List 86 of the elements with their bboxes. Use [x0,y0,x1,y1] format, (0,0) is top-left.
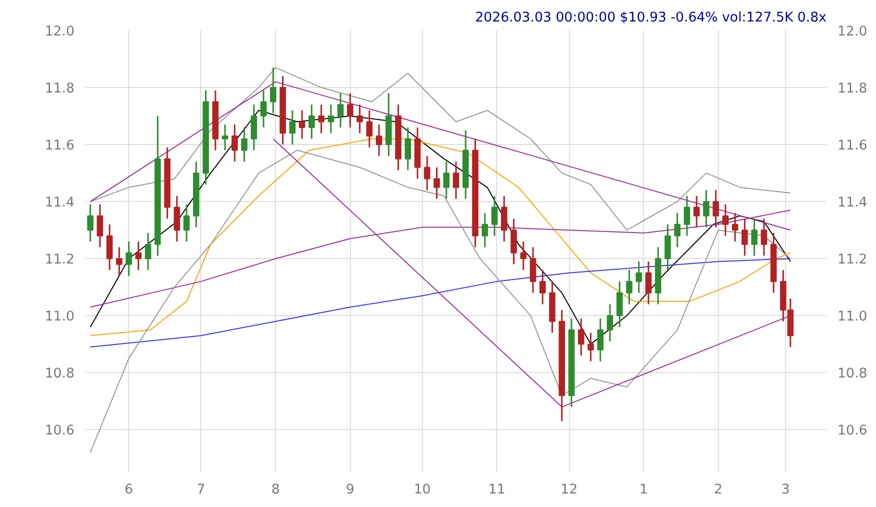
candlestick [241,126,248,162]
candlestick [760,218,768,257]
candlestick [222,124,228,152]
candlestick [732,212,738,242]
y-tick-label: 10.8 [44,366,75,382]
candlestick [703,189,710,228]
candlestick [106,224,113,271]
candlestick [328,104,334,134]
candlestick [298,110,306,140]
y-tick-label: 11.8 [44,82,75,97]
candlestick [606,304,614,342]
candlestick [722,204,729,237]
y2-tick-label: 10.6 [838,424,868,439]
y2-tick-label: 11.4 [838,196,868,211]
y-tick-label: 12.0 [44,24,75,40]
candlestick [645,260,652,306]
x-tick-label: 9 [346,482,354,498]
y2-tick-label: 11.8 [838,82,868,97]
candlestick [751,218,758,257]
x-tick-label: 3 [781,482,790,498]
candlestick [96,204,104,248]
candlestick [674,212,680,248]
candlestick [232,124,238,162]
line-series [90,150,791,454]
candlestick [452,160,460,200]
x-tick-label: 12 [560,482,578,498]
candlestick [183,204,190,242]
y2-tick-label: 11.2 [838,252,868,268]
candlestick [135,240,142,271]
y-tick-label: 10.6 [44,424,75,439]
candlestick [520,240,527,271]
y2-tick-label: 10.8 [838,366,868,382]
y2-tick-label: 12.0 [838,24,868,40]
candlestick [289,110,296,146]
candlestick [539,269,546,306]
candlestick [87,204,94,242]
candlestick [742,218,748,257]
candlestick [684,195,690,237]
candlestick [588,332,594,362]
candlestick [270,66,276,114]
y2-tick-label: 11.6 [838,138,868,154]
x-tick-label: 8 [271,482,280,498]
candlestick [712,189,719,228]
candlestick [510,218,517,266]
y2-tick-label: 11.0 [838,310,868,325]
x-tick-label: 6 [124,482,134,498]
candlestick [318,104,324,134]
candlestick [443,160,450,200]
candlestick [664,224,671,271]
y-tick-label: 11.2 [44,252,75,268]
candlestick [337,92,344,128]
x-tick-label: 1 [639,482,648,498]
candlestick [626,269,632,306]
x-tick-label: 2 [714,482,722,498]
candlestick [482,212,488,248]
y-tick-label: 11.0 [44,310,75,325]
x-tick-label: 7 [196,482,206,498]
candlestick [144,232,152,271]
candlestick [616,280,623,328]
candlestick [636,260,642,294]
candlestick [260,90,267,128]
x-tick-label: 11 [488,482,506,498]
candlestick [530,246,536,294]
candlestick [356,104,363,134]
candlestick [404,126,412,171]
candlestick [693,195,700,228]
candlestick [174,195,180,242]
line-series [90,138,791,336]
candlestick [116,246,122,276]
y-tick-label: 11.4 [44,196,75,211]
candlestick [424,155,430,191]
candlestick [366,110,373,148]
candlestick [434,166,440,200]
x-tick-label: 10 [414,482,431,498]
candlestick [578,318,584,356]
candlestick [308,104,315,140]
candlestick [126,240,132,276]
candlestick [597,318,604,362]
candlestick [376,124,382,157]
candlestick [491,195,498,237]
candlestick [250,104,258,152]
chart-title: 2026.03.03 00:00:00 $10.93 -0.64% vol:127.5K 0.8x [475,10,827,26]
candlestick [346,92,354,128]
candlestick [500,195,508,242]
line-series [90,258,791,348]
y-tick-label: 11.6 [44,138,75,154]
